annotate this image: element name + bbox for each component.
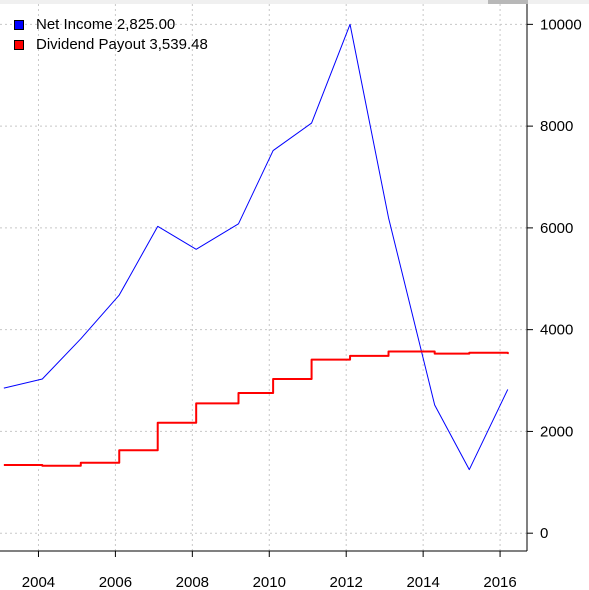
legend-label-net-income: Net Income 2,825.00 (36, 16, 176, 33)
y-tick-label: 10000 (540, 16, 582, 33)
x-tick-label: 2014 (406, 574, 439, 590)
legend: Net Income 2,825.00 Dividend Payout 3,53… (14, 15, 208, 55)
x-tick-label: 2012 (330, 574, 363, 590)
legend-swatch-dividend-payout (14, 40, 24, 50)
y-tick-label: 0 (540, 525, 548, 542)
legend-label-dividend-payout: Dividend Payout 3,539.48 (36, 36, 208, 53)
legend-item-net-income: Net Income 2,825.00 (14, 15, 208, 35)
legend-item-dividend-payout: Dividend Payout 3,539.48 (14, 35, 208, 55)
y-tick-label: 8000 (540, 118, 573, 135)
series-line-dividend-payout (3, 350, 509, 467)
top-strip-tab (488, 0, 528, 4)
legend-swatch-net-income (14, 20, 24, 30)
y-tick-label: 4000 (540, 322, 573, 339)
x-tick-label: 2006 (99, 574, 132, 590)
x-tick-label: 2004 (22, 574, 55, 590)
x-tick-label: 2010 (253, 574, 286, 590)
x-tick-label: 2008 (176, 574, 209, 590)
x-tick-label: 2016 (483, 574, 516, 590)
series-line-net-income (3, 23, 509, 471)
y-tick-label: 6000 (540, 220, 573, 237)
y-tick-label: 2000 (540, 423, 573, 440)
top-strip (0, 0, 589, 4)
